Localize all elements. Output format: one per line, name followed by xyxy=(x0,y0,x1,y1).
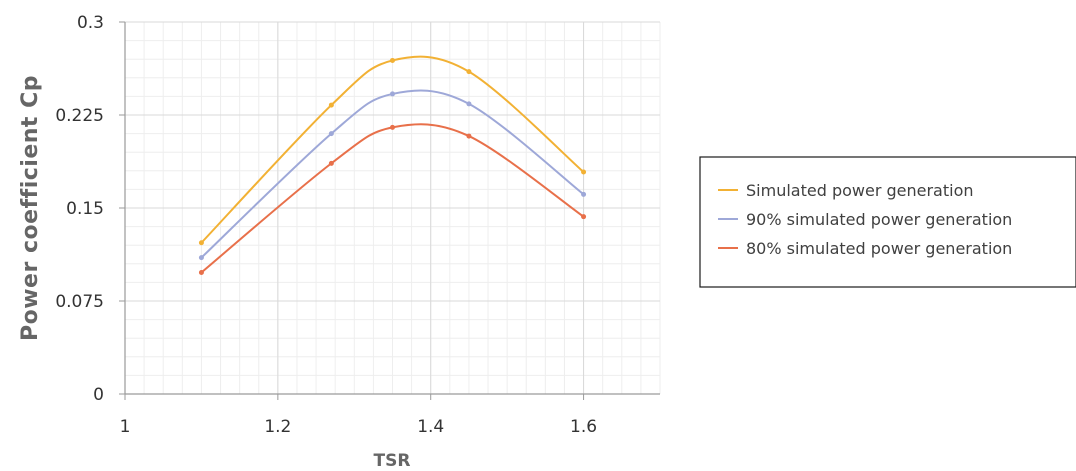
axes xyxy=(119,21,660,400)
legend-label: 80% simulated power generation xyxy=(746,239,1012,258)
data-point xyxy=(466,101,472,107)
y-tick-label: 0.075 xyxy=(55,292,104,312)
data-point xyxy=(328,102,334,108)
data-point xyxy=(390,91,395,97)
y-axis-title: Power coefficient Cp xyxy=(18,75,43,341)
x-tick-label: 1.6 xyxy=(570,417,597,437)
data-point xyxy=(581,214,587,220)
data-point xyxy=(328,131,334,137)
x-tick-label: 1.4 xyxy=(417,417,444,437)
y-tick-label: 0.15 xyxy=(66,199,104,219)
data-point xyxy=(581,169,587,175)
data-point xyxy=(328,160,334,166)
data-point xyxy=(466,133,472,139)
legend-box xyxy=(699,156,1076,288)
y-tick-label: 0.225 xyxy=(55,106,104,126)
series-group xyxy=(198,55,587,275)
legend-label: Simulated power generation xyxy=(746,181,974,200)
data-point xyxy=(581,191,587,197)
x-tick-label: 1 xyxy=(120,417,131,437)
x-axis-title: TSR xyxy=(374,451,411,471)
legend: Simulated power generation 90% simulated … xyxy=(699,156,1076,288)
legend-label: 90% simulated power generation xyxy=(746,210,1012,229)
y-tick-label: 0 xyxy=(93,385,104,405)
data-point xyxy=(198,269,204,275)
data-point xyxy=(198,255,204,261)
data-point xyxy=(198,240,204,246)
tick-labels: 1 1.2 1.4 1.6 0 0.075 0.15 0.225 0.3 xyxy=(55,13,597,437)
y-tick-label: 0.3 xyxy=(77,13,104,33)
grid xyxy=(124,21,661,395)
data-point xyxy=(390,124,395,130)
data-point xyxy=(390,57,395,63)
data-point xyxy=(466,69,472,75)
x-tick-label: 1.2 xyxy=(264,417,291,437)
